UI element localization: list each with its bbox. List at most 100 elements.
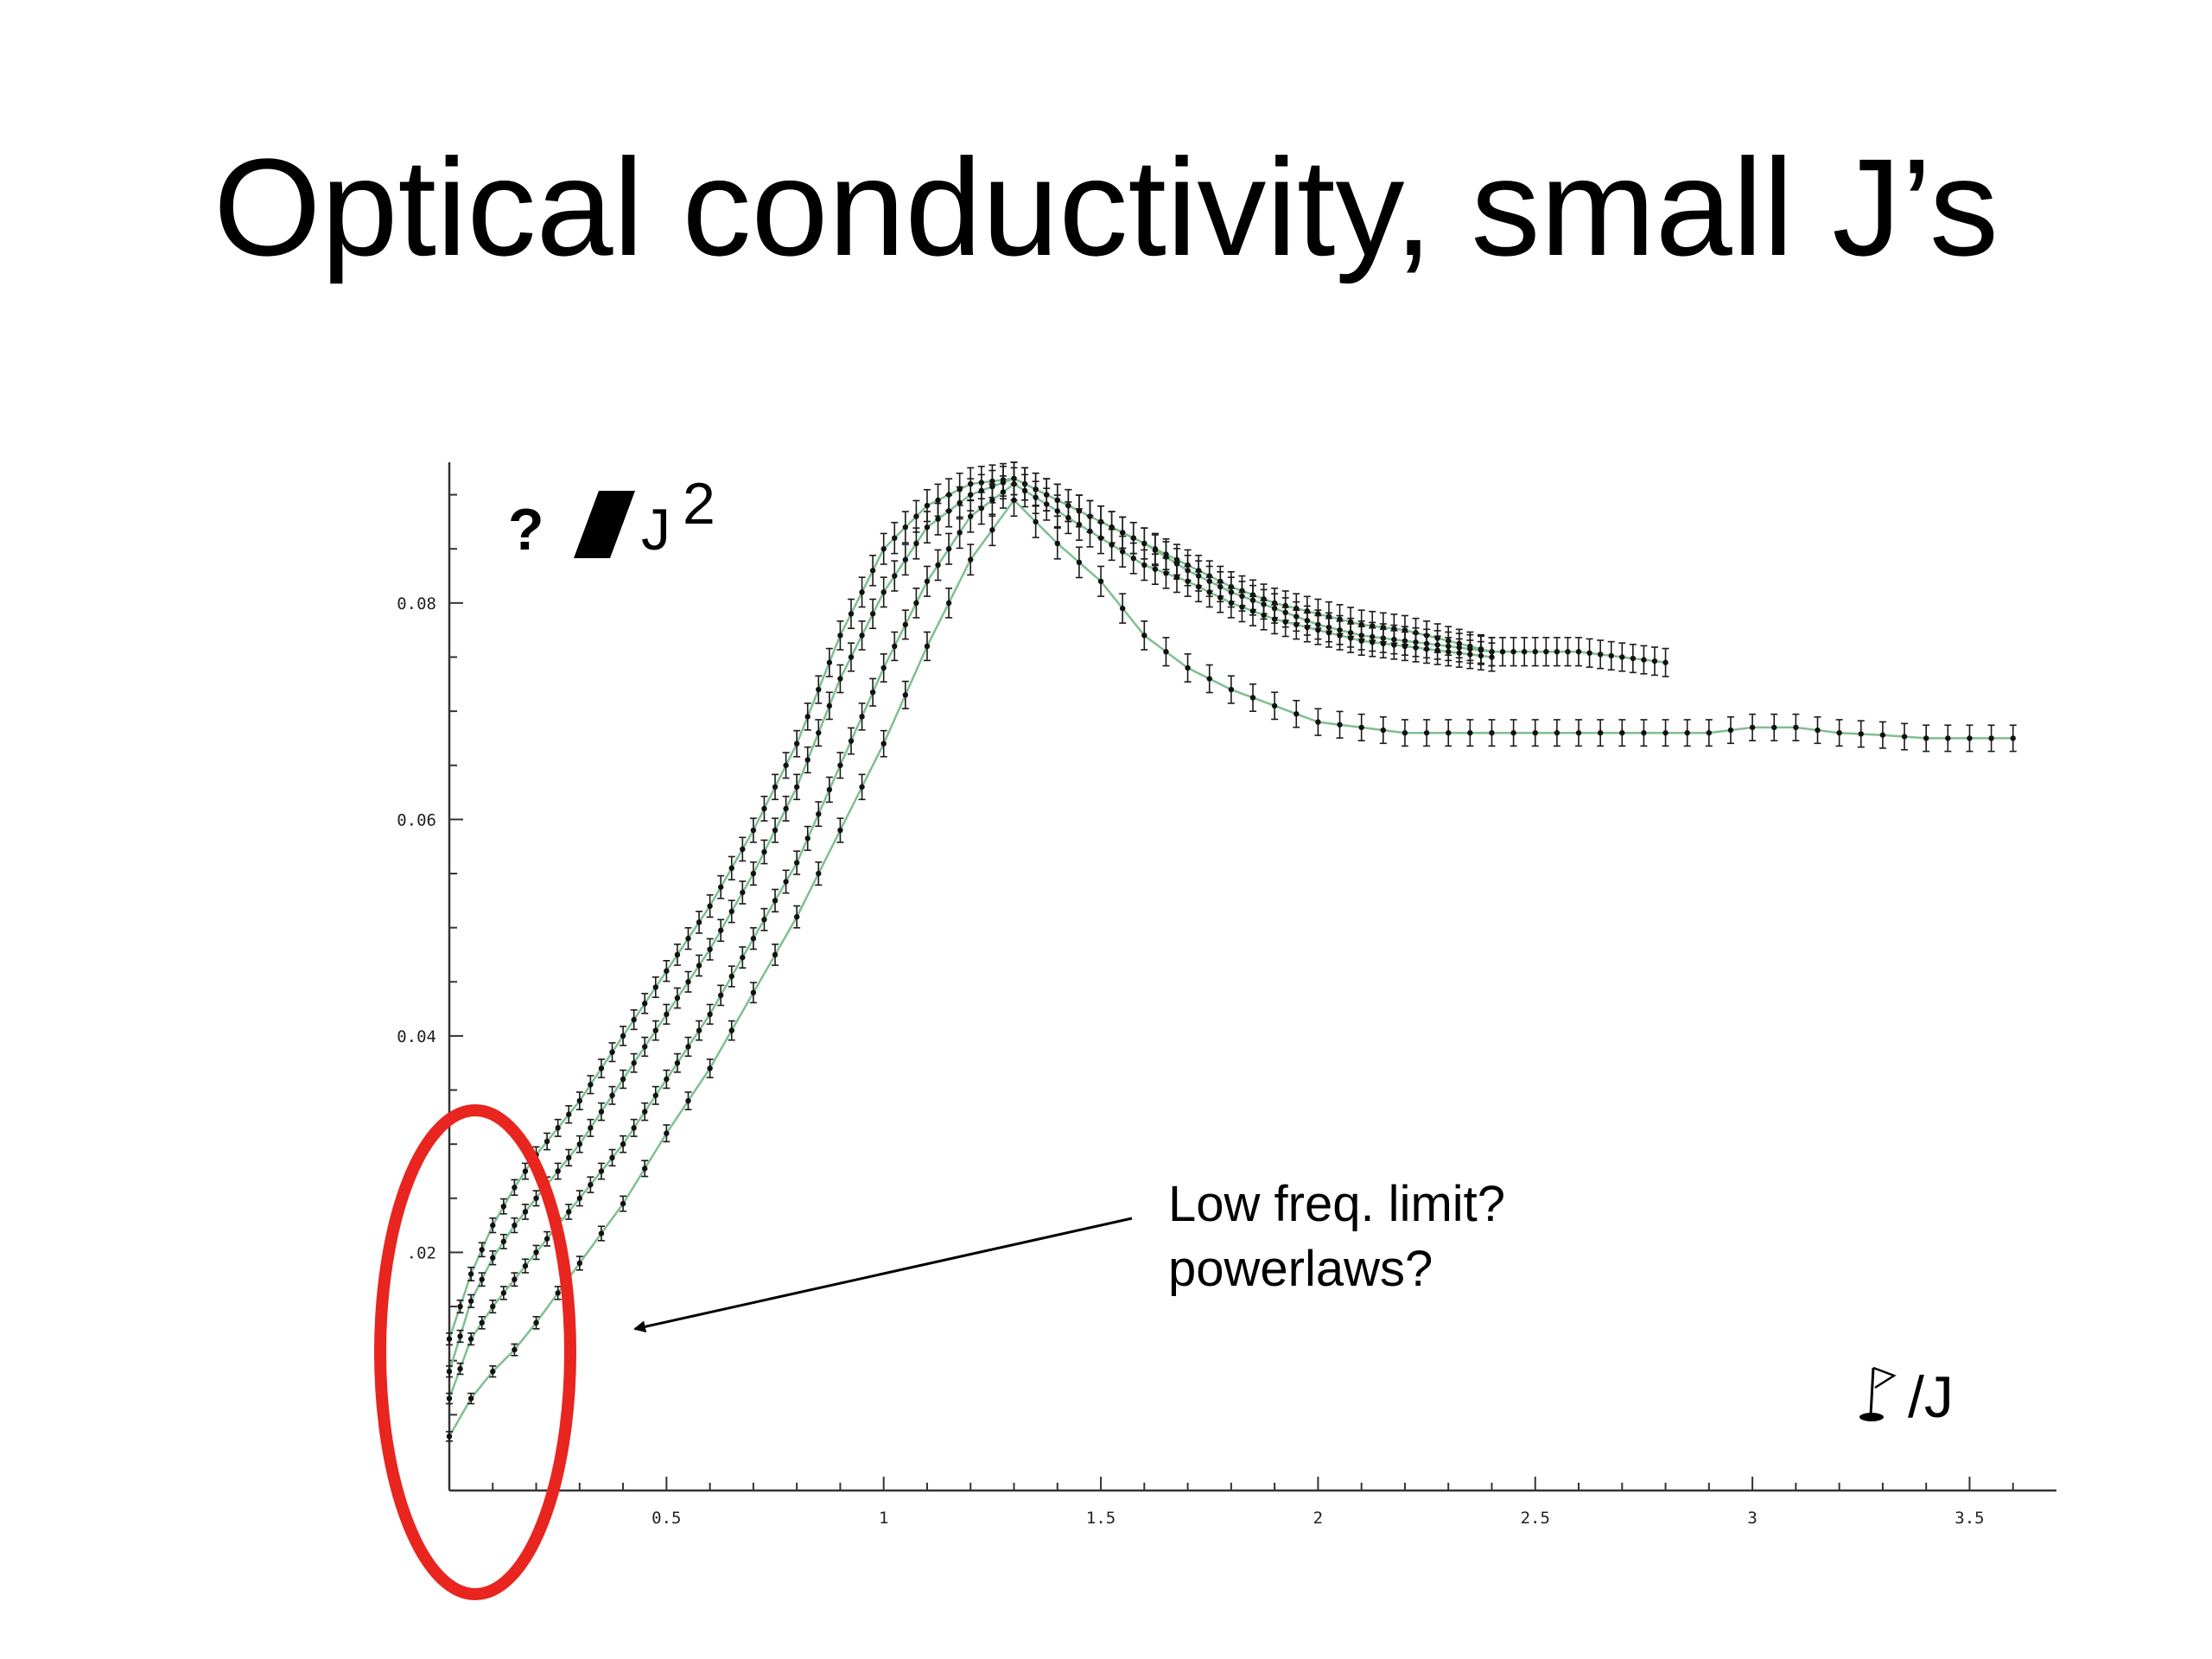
data-point bbox=[804, 714, 810, 720]
data-point bbox=[642, 1044, 648, 1050]
data-point bbox=[685, 1044, 691, 1050]
data-point bbox=[1467, 729, 1473, 736]
data-point bbox=[1967, 735, 1973, 741]
data-point bbox=[664, 1130, 670, 1136]
data-point bbox=[1044, 501, 1050, 507]
data-point bbox=[642, 1109, 648, 1115]
data-point bbox=[490, 1303, 496, 1310]
data-point bbox=[1402, 729, 1408, 736]
series-line bbox=[448, 477, 1492, 1372]
data-point bbox=[1206, 589, 1212, 595]
data-point bbox=[1608, 652, 1614, 659]
data-point bbox=[1249, 608, 1256, 614]
data-point bbox=[880, 664, 887, 671]
data-point bbox=[1543, 649, 1549, 655]
data-point bbox=[512, 1222, 518, 1229]
data-point bbox=[717, 927, 724, 933]
y-label-denominator: J bbox=[641, 497, 671, 563]
x-tick-label: 1.5 bbox=[1086, 1509, 1116, 1528]
data-point bbox=[1337, 632, 1343, 639]
data-point bbox=[1630, 655, 1637, 662]
data-point bbox=[1467, 652, 1473, 658]
data-point bbox=[664, 1011, 670, 1018]
x-axis-label: /J bbox=[1859, 1364, 1954, 1430]
data-point bbox=[1141, 632, 1147, 639]
y-tick-label: 0.04 bbox=[397, 1027, 436, 1046]
data-point bbox=[783, 805, 789, 812]
data-point bbox=[1532, 729, 1538, 736]
data-point bbox=[902, 556, 909, 563]
data-point bbox=[707, 903, 713, 909]
data-point bbox=[1206, 676, 1212, 682]
data-point bbox=[1554, 729, 1560, 736]
data-point bbox=[446, 1369, 453, 1375]
data-point bbox=[880, 589, 887, 595]
series-3 bbox=[446, 467, 1496, 1405]
data-point bbox=[913, 513, 919, 519]
data-point bbox=[576, 1195, 583, 1201]
data-point bbox=[1087, 528, 1093, 535]
data-point bbox=[490, 1255, 496, 1261]
data-point bbox=[968, 513, 974, 519]
data-point bbox=[816, 686, 822, 693]
data-point bbox=[761, 805, 767, 812]
data-point bbox=[1271, 616, 1278, 622]
data-point bbox=[1163, 570, 1169, 576]
data-point bbox=[924, 643, 931, 650]
data-point bbox=[989, 527, 995, 533]
data-point bbox=[869, 689, 876, 696]
data-point bbox=[1347, 635, 1354, 641]
data-point bbox=[1456, 650, 1462, 656]
data-point bbox=[685, 935, 691, 942]
data-point bbox=[989, 497, 995, 504]
data-point bbox=[945, 546, 952, 552]
x-tick-label: 2 bbox=[1313, 1509, 1323, 1528]
data-point bbox=[576, 1260, 583, 1267]
data-point bbox=[1706, 729, 1713, 736]
data-point bbox=[652, 1027, 658, 1033]
data-point bbox=[783, 879, 789, 885]
data-point bbox=[533, 1195, 539, 1201]
data-point bbox=[707, 1065, 713, 1071]
data-point bbox=[1988, 735, 1994, 741]
data-point bbox=[446, 1433, 453, 1440]
data-point bbox=[902, 692, 909, 698]
data-point bbox=[674, 951, 681, 958]
data-point bbox=[1641, 729, 1647, 736]
data-point bbox=[1315, 626, 1321, 633]
data-point bbox=[1152, 547, 1159, 553]
data-point bbox=[1152, 566, 1159, 572]
data-point bbox=[1771, 724, 1777, 731]
data-point bbox=[1489, 654, 1495, 660]
data-point bbox=[957, 530, 963, 536]
data-point bbox=[500, 1238, 507, 1245]
data-point bbox=[1249, 695, 1256, 701]
data-point bbox=[1130, 555, 1136, 562]
data-point bbox=[609, 1154, 615, 1161]
data-point bbox=[837, 762, 843, 768]
data-point bbox=[1434, 647, 1440, 653]
annotation-line-1: Low freq. limit? bbox=[1168, 1176, 1505, 1232]
data-point bbox=[750, 935, 757, 942]
x-tick-label: 3.5 bbox=[1955, 1509, 1984, 1528]
data-point bbox=[1521, 649, 1528, 655]
data-point bbox=[1575, 649, 1582, 655]
data-point bbox=[598, 1109, 605, 1115]
data-point bbox=[1413, 645, 1419, 651]
data-point bbox=[1304, 624, 1311, 631]
data-point bbox=[620, 1200, 626, 1207]
data-point bbox=[631, 1125, 637, 1131]
data-point bbox=[1185, 578, 1191, 584]
data-point bbox=[1836, 729, 1842, 736]
data-point bbox=[772, 951, 779, 958]
data-point bbox=[957, 499, 963, 506]
data-point bbox=[598, 1168, 605, 1174]
data-point bbox=[1793, 724, 1799, 731]
data-point bbox=[1065, 514, 1071, 521]
data-point bbox=[750, 827, 757, 834]
data-point bbox=[1662, 659, 1669, 665]
data-point bbox=[1294, 711, 1300, 717]
data-point bbox=[1239, 604, 1245, 610]
data-point bbox=[826, 786, 833, 793]
